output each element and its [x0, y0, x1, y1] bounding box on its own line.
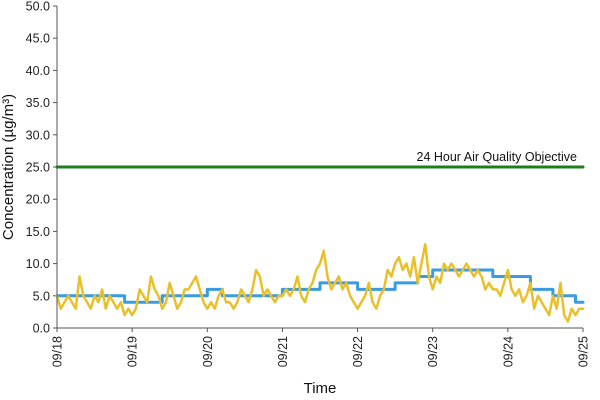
hourly-concentration-line: [55, 243, 585, 323]
y-tick-label: 15.0: [26, 225, 50, 239]
y-tick-label: 40.0: [26, 64, 50, 78]
y-tick-label: 35.0: [26, 96, 50, 110]
y-tick-label: 45.0: [26, 32, 50, 46]
y-tick-label: 5.0: [33, 289, 50, 303]
x-tick-label: 09/23: [426, 336, 440, 367]
objective-annotation: 24 Hour Air Quality Objective: [417, 150, 578, 164]
x-tick-label: 09/25: [577, 336, 591, 367]
y-tick-label: 50.0: [26, 0, 50, 14]
x-tick-label: 09/18: [51, 336, 65, 367]
x-axis-title: Time: [304, 380, 337, 397]
x-tick-label: 09/22: [351, 336, 365, 367]
y-tick-label: 10.0: [26, 257, 50, 271]
series-layer: [55, 165, 585, 323]
y-tick-label: 30.0: [26, 128, 50, 142]
y-tick-label: 0.0: [33, 322, 50, 336]
x-tick-label: 09/20: [201, 336, 215, 367]
x-axis-ticks: 09/18 09/19 09/20 09/21 09/22 09/23 09/24 09/25: [51, 328, 591, 367]
y-axis-title: Concentration (µg/m³): [0, 94, 17, 240]
x-tick-label: 09/19: [126, 336, 140, 367]
x-tick-label: 09/21: [276, 336, 290, 367]
y-axis-ticks: 0.0 5.0 10.0 15.0 20.0 25.0 30.0 35.0 40.0 45.0 50…: [26, 0, 57, 336]
y-tick-label: 25.0: [26, 161, 50, 175]
x-tick-label: 09/24: [501, 336, 515, 367]
y-tick-label: 20.0: [26, 193, 50, 207]
